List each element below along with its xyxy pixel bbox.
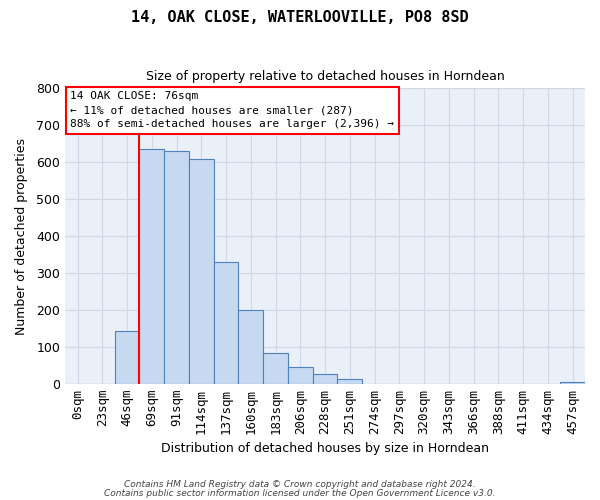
Title: Size of property relative to detached houses in Horndean: Size of property relative to detached ho…	[146, 70, 505, 83]
X-axis label: Distribution of detached houses by size in Horndean: Distribution of detached houses by size …	[161, 442, 489, 455]
Bar	[337, 380, 362, 384]
Bar	[214, 262, 238, 384]
Text: 14 OAK CLOSE: 76sqm
← 11% of detached houses are smaller (287)
88% of semi-detac: 14 OAK CLOSE: 76sqm ← 11% of detached ho…	[70, 92, 394, 130]
Bar	[115, 331, 139, 384]
Text: Contains public sector information licensed under the Open Government Licence v3: Contains public sector information licen…	[104, 488, 496, 498]
Bar	[288, 367, 313, 384]
Bar	[139, 148, 164, 384]
Bar	[238, 310, 263, 384]
Bar	[263, 353, 288, 384]
Bar	[560, 382, 585, 384]
Y-axis label: Number of detached properties: Number of detached properties	[15, 138, 28, 334]
Text: Contains HM Land Registry data © Crown copyright and database right 2024.: Contains HM Land Registry data © Crown c…	[124, 480, 476, 489]
Bar	[164, 151, 189, 384]
Bar	[313, 374, 337, 384]
Text: 14, OAK CLOSE, WATERLOOVILLE, PO8 8SD: 14, OAK CLOSE, WATERLOOVILLE, PO8 8SD	[131, 10, 469, 25]
Bar	[189, 159, 214, 384]
